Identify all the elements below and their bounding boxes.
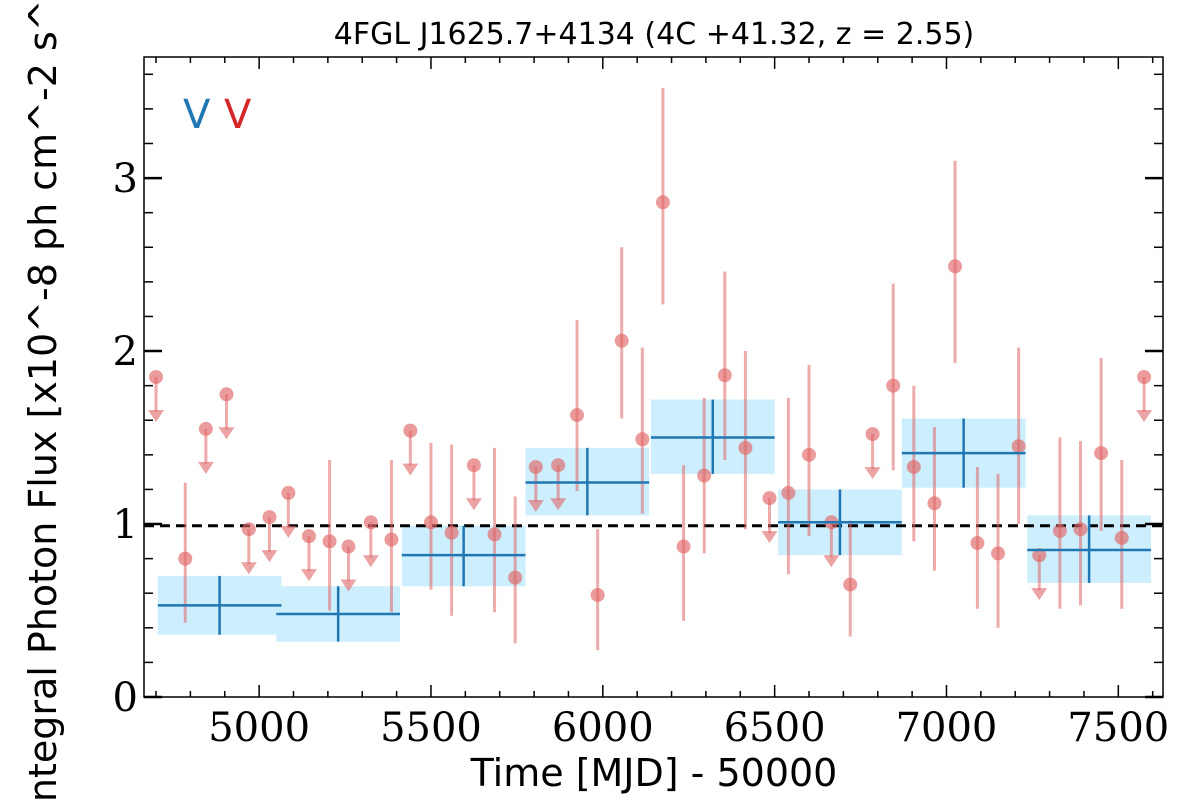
fine-bin-point	[614, 333, 629, 348]
upper-limit-arrow	[362, 555, 379, 568]
upper-limit-point	[219, 387, 234, 402]
fine-bin-point	[738, 440, 753, 455]
x-tick-label: 6500	[724, 705, 826, 751]
fine-bin-point	[322, 534, 337, 549]
fine-bin-point	[444, 525, 459, 540]
fine-bin-point	[802, 447, 817, 462]
upper-limit-arrow	[197, 461, 214, 474]
upper-limit-arrow	[761, 531, 778, 544]
upper-limit-point	[528, 459, 543, 474]
upper-limit-arrow	[527, 499, 544, 512]
upper-limit-point	[551, 458, 566, 473]
fine-bin-point	[1114, 530, 1129, 545]
upper-limit-point	[301, 529, 316, 544]
axis-ticks: 5000 5500 6000 6500 7000 7500 0 1 2 3	[113, 57, 1169, 751]
x-tick-label: 5500	[380, 705, 482, 751]
legend-entry: V	[224, 92, 252, 138]
upper-limit-point	[149, 370, 164, 384]
coarse-bin-bands	[157, 399, 1151, 642]
fine-bin-point	[1052, 523, 1067, 538]
upper-limit-point	[1137, 370, 1152, 384]
upper-limit-arrow	[550, 498, 567, 511]
upper-limit-point	[762, 491, 777, 506]
upper-limit-arrow	[402, 463, 419, 476]
fine-bin-point	[717, 368, 732, 383]
upper-limit-point	[198, 421, 213, 436]
x-tick-label: 7500	[1067, 705, 1169, 751]
fine-bin-point	[1073, 522, 1088, 537]
x-tick-label: 7000	[896, 705, 998, 751]
fine-bin-point	[676, 539, 691, 554]
upper-limit-arrow	[300, 569, 317, 582]
x-axis-label: Time [MJD] - 50000	[470, 751, 838, 795]
upper-limit-point	[865, 427, 880, 442]
fine-bin-point	[178, 551, 193, 566]
fine-bin-point	[970, 536, 985, 551]
y-tick-label: 2	[113, 329, 138, 375]
upper-limit-point	[466, 458, 481, 473]
fine-bin-point	[590, 587, 605, 602]
fine-bin-point	[635, 432, 650, 447]
upper-limit-arrow	[1031, 588, 1048, 601]
upper-limit-arrow	[465, 498, 482, 511]
chart-title: 4FGL J1625.7+4134 (4C +41.32, z = 2.55)	[334, 17, 975, 52]
x-tick-label: 6000	[552, 705, 654, 751]
fine-bin-point	[384, 532, 399, 547]
upper-limit-arrow	[218, 427, 235, 440]
upper-limit-point	[403, 423, 418, 438]
fine-bin-point	[423, 515, 438, 530]
fine-bin-point	[697, 468, 712, 483]
y-tick-label: 1	[113, 502, 138, 548]
fine-bin-points	[148, 88, 1153, 651]
upper-limit-point	[241, 522, 256, 537]
y-axis-label: Integral Photon Flux [x10^-8 ph cm^-2 s^…	[21, 0, 65, 800]
upper-limit-arrow	[261, 550, 278, 563]
fine-bin-point	[991, 546, 1006, 561]
x-tick-label: 5000	[208, 705, 310, 751]
y-tick-label: 3	[113, 156, 138, 202]
legend-entry: V	[183, 92, 211, 138]
upper-limit-arrow	[280, 525, 297, 538]
fine-bin-point	[927, 496, 942, 511]
upper-limit-arrow	[240, 562, 257, 575]
y-tick-label: 0	[113, 675, 138, 721]
upper-limit-point	[1032, 548, 1047, 563]
fine-bin-point	[655, 195, 670, 210]
plot-frame	[143, 56, 1164, 698]
fine-bin-point	[487, 527, 502, 542]
upper-limit-arrow	[340, 579, 357, 592]
fine-bin-point	[843, 577, 858, 592]
upper-limit-point	[281, 485, 296, 500]
upper-limit-point	[262, 510, 277, 525]
fine-bin-point	[570, 408, 585, 423]
fine-bin-point	[1094, 446, 1109, 461]
fine-bin-point	[948, 259, 963, 274]
upper-limit-point	[341, 539, 356, 554]
fine-bin-point	[1011, 439, 1026, 454]
upper-limit-arrow	[148, 410, 165, 422]
coarse-bin-crosses	[157, 399, 1151, 642]
fine-bin-point	[781, 485, 796, 500]
upper-limit-point	[363, 515, 378, 530]
fine-bin-point	[886, 378, 901, 393]
fine-bin-point	[906, 459, 921, 474]
upper-limit-arrow	[823, 555, 840, 568]
upper-limit-arrow	[1136, 410, 1153, 422]
fine-bin-point	[508, 570, 523, 585]
upper-limit-arrow	[864, 467, 881, 480]
